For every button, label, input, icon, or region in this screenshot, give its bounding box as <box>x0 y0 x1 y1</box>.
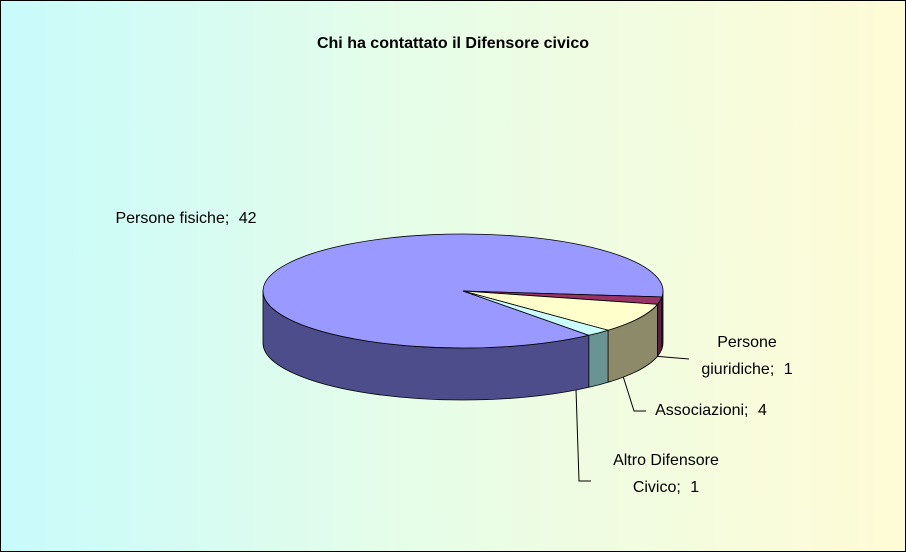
category-label: Altro Difensore Civico; <box>613 452 719 496</box>
leader-line <box>622 375 646 412</box>
category-label: Persone giuridiche; <box>701 334 777 378</box>
slice-side <box>657 296 663 358</box>
data-label: Altro Difensore Civico; 1 <box>596 447 736 501</box>
value-label: 42 <box>238 210 257 227</box>
category-label: Persone fisiche; <box>115 210 230 227</box>
leader-lines <box>575 355 690 482</box>
data-label: Associazioni; 4 <box>621 397 801 424</box>
pie-slice <box>462 290 610 388</box>
category-label: Associazioni; <box>655 402 749 419</box>
slice-side <box>588 329 609 388</box>
pie-slice <box>462 290 659 383</box>
value-label: 1 <box>783 361 793 378</box>
slice-top <box>462 290 610 336</box>
leader-line <box>652 355 690 360</box>
data-label: Persone fisiche; 42 <box>106 205 266 232</box>
value-label: 1 <box>690 479 700 496</box>
slice-top <box>462 290 659 331</box>
data-label: Persone giuridiche; 1 <box>691 329 803 383</box>
value-label: 4 <box>757 402 767 419</box>
leader-line <box>575 388 591 482</box>
chart-title: Chi ha contattato il Difensore civico <box>316 35 590 52</box>
